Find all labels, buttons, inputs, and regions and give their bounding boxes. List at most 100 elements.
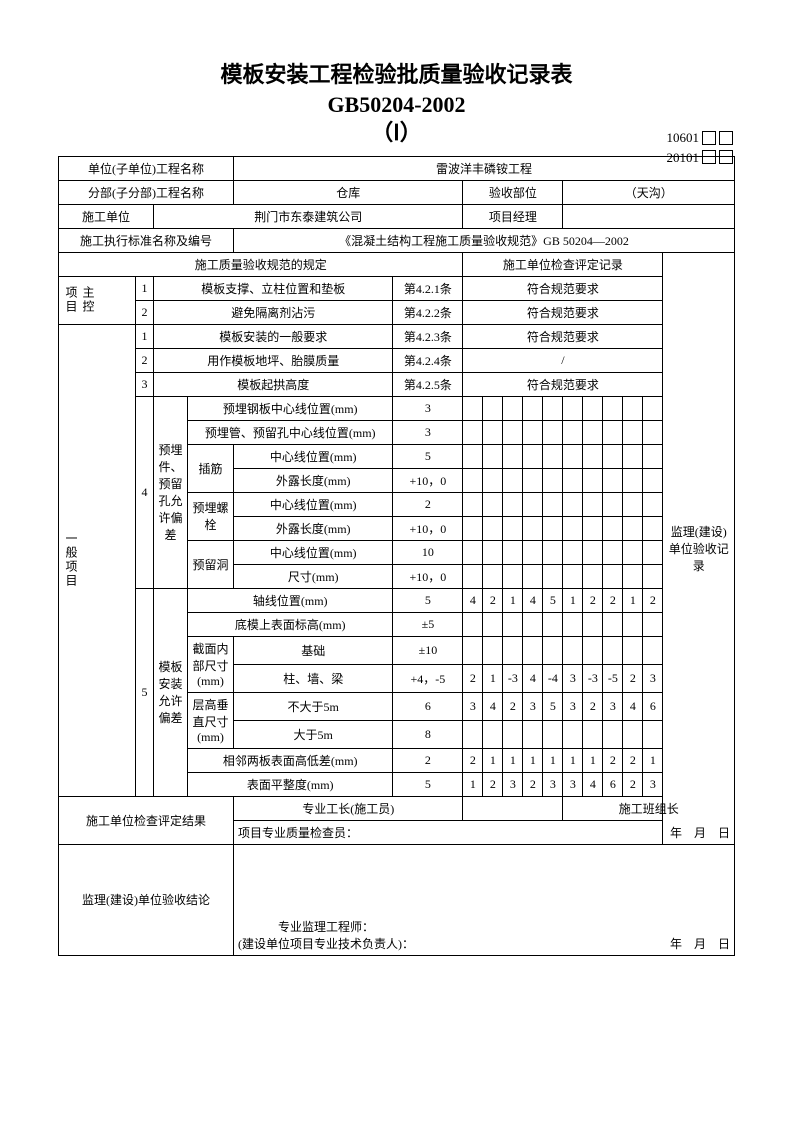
cell: 2 — [483, 588, 503, 612]
cell — [583, 420, 603, 444]
item-num: 3 — [136, 372, 154, 396]
table-row: 2 用作模板地坪、胎膜质量 第4.2.4条 / — [59, 348, 735, 372]
cell — [583, 444, 603, 468]
col-record: 施工单位检查评定记录 — [463, 252, 663, 276]
cell — [563, 612, 583, 636]
cell — [483, 396, 503, 420]
cell: 4 — [583, 772, 603, 796]
cell: 1 — [503, 588, 523, 612]
cell: 1 — [623, 588, 643, 612]
item-sub: 轴线位置(mm) — [188, 588, 393, 612]
cell — [603, 396, 623, 420]
item-num: 1 — [136, 324, 154, 348]
cell — [503, 420, 523, 444]
cell: 4 — [523, 664, 543, 692]
cell: 3 — [643, 772, 663, 796]
cell — [503, 396, 523, 420]
construct-unit-label: 施工单位 — [59, 204, 154, 228]
item-clause: 第4.2.1条 — [393, 276, 463, 300]
cell — [543, 540, 563, 564]
cell — [623, 636, 643, 664]
item-val: 10 — [393, 540, 463, 564]
owner-sign-label: (建设单位项目专业技术负责人)： — [238, 935, 414, 952]
table-row: 监理(建设)单位验收结论 专业监理工程师： (建设单位项目专业技术负责人)： 年… — [59, 844, 735, 955]
item-desc: 模板支撑、立柱位置和垫板 — [154, 276, 393, 300]
cell — [643, 492, 663, 516]
cell: 6 — [603, 772, 623, 796]
item-val: +10，0 — [393, 516, 463, 540]
item-clause: 第4.2.3条 — [393, 324, 463, 348]
cell — [563, 444, 583, 468]
cell: 3 — [543, 772, 563, 796]
item-num: 2 — [136, 300, 154, 324]
cell — [523, 540, 543, 564]
cell — [563, 540, 583, 564]
item-sub: 外露长度(mm) — [234, 516, 393, 540]
inspection-table: 单位(子单位)工程名称 雷波洋丰磷铵工程 分部(子分部)工程名称 仓库 验收部位… — [58, 156, 735, 956]
section-main: 主控项目 — [63, 280, 97, 321]
cell — [483, 720, 503, 748]
engineer-sign-area: 专业监理工程师： (建设单位项目专业技术负责人)： 年 月 日 — [234, 844, 735, 955]
table-row: 主控项目 1 模板支撑、立柱位置和垫板 第4.2.1条 符合规范要求 — [59, 276, 735, 300]
cell — [523, 492, 543, 516]
cell — [523, 444, 543, 468]
cell — [483, 420, 503, 444]
cell: -3 — [503, 664, 523, 692]
cell: 1 — [523, 748, 543, 772]
cell — [483, 540, 503, 564]
cell: 2 — [583, 588, 603, 612]
cell — [503, 720, 523, 748]
cell — [603, 612, 623, 636]
standard-label: 施工执行标准名称及编号 — [59, 228, 234, 252]
item-val: 8 — [393, 720, 463, 748]
cell — [603, 636, 623, 664]
cell: 3 — [563, 664, 583, 692]
cell: 2 — [623, 664, 643, 692]
cell — [583, 612, 603, 636]
sub-project-value: 仓库 — [234, 180, 463, 204]
cell: 1 — [643, 748, 663, 772]
cell — [603, 720, 623, 748]
cell — [463, 612, 483, 636]
pm-value — [563, 204, 735, 228]
table-row: 施工执行标准名称及编号 《混凝土结构工程施工质量验收规范》GB 50204—20… — [59, 228, 735, 252]
item-val: 6 — [393, 692, 463, 720]
cell — [463, 444, 483, 468]
cell — [463, 468, 483, 492]
foreman-label: 专业工长(施工员) — [234, 796, 463, 820]
cell — [503, 612, 523, 636]
cell — [523, 420, 543, 444]
col-supervise: 监理(建设)单位验收记录 — [663, 252, 735, 844]
item-sub1: 插筋 — [188, 444, 234, 492]
cell — [563, 396, 583, 420]
cell — [603, 516, 623, 540]
table-row: 施工单位检查评定结果 专业工长(施工员) 施工班组长 — [59, 796, 735, 820]
cell — [583, 468, 603, 492]
cell: 1 — [483, 664, 503, 692]
cell: 1 — [563, 748, 583, 772]
cell — [543, 564, 563, 588]
cell — [543, 720, 563, 748]
item-clause: 第4.2.4条 — [393, 348, 463, 372]
cell — [623, 720, 643, 748]
cell — [623, 516, 643, 540]
cell — [503, 516, 523, 540]
table-row: 施工单位 荆门市东泰建筑公司 项目经理 — [59, 204, 735, 228]
cell: 4 — [523, 588, 543, 612]
item-sub: 预埋钢板中心线位置(mm) — [188, 396, 393, 420]
cell: 2 — [483, 772, 503, 796]
foreman-value — [463, 796, 563, 820]
date-label: 年 月 日 — [670, 935, 730, 952]
section-general: 一般项目 — [63, 532, 80, 588]
table-row: 单位(子单位)工程名称 雷波洋丰磷铵工程 — [59, 156, 735, 180]
cell — [463, 636, 483, 664]
item-val: +4，-5 — [393, 664, 463, 692]
cell: 1 — [583, 748, 603, 772]
cell — [603, 444, 623, 468]
item-val: 5 — [393, 772, 463, 796]
cell — [523, 636, 543, 664]
item-sub: 底模上表面标高(mm) — [188, 612, 393, 636]
qc-sign-label: 项目专业质量检查员： — [238, 824, 358, 841]
qc-sign-area: 项目专业质量检查员： 年 月 日 — [234, 820, 735, 844]
cell — [563, 636, 583, 664]
